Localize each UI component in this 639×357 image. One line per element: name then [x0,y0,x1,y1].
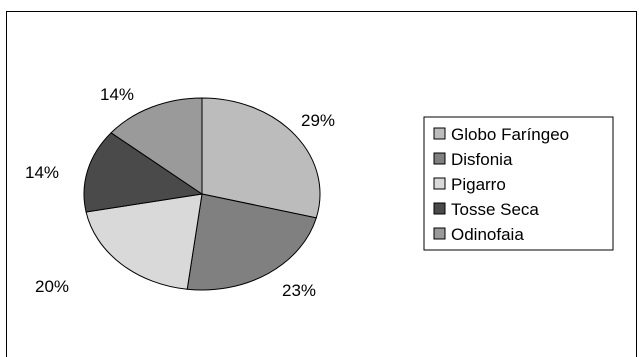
pie-slice-tosse-seca [83,132,204,213]
data-label-odinofaia: 14% [100,85,134,104]
legend-swatch-tosse-seca [433,202,446,215]
data-label-pigarro: 20% [35,277,69,296]
pie-slice-globo-faríngeo [201,97,321,219]
data-label-disfonia: 23% [282,281,316,300]
pie-slice-odinofaia [110,97,203,195]
data-label-tosse-seca: 14% [25,163,59,182]
chart-frame [6,11,637,357]
pie-data-labels: 29% 23% 20% 14% 14% [25,85,335,300]
legend-label-tosse-seca: Tosse Seca [451,200,539,219]
legend-box [423,116,614,251]
pie-slice-disfonia [186,193,317,291]
legend-swatch-disfonia [433,152,446,165]
legend-label-disfonia: Disfonia [451,150,513,169]
legend-swatch-globo-faríngeo [433,127,446,140]
legend-swatch-odinofaia [433,227,446,240]
data-label-globo-faríngeo: 29% [301,111,335,130]
legend: Globo Faríngeo Disfonia Pigarro Tosse Seca O… [423,116,614,251]
pie-slice-pigarro [85,193,203,290]
pie-slices [83,97,321,291]
legend-label-odinofaia: Odinofaia [451,225,524,244]
legend-label-pigarro: Pigarro [451,175,506,194]
legend-label-globo-faríngeo: Globo Faríngeo [451,125,569,144]
legend-swatch-pigarro [433,177,446,190]
